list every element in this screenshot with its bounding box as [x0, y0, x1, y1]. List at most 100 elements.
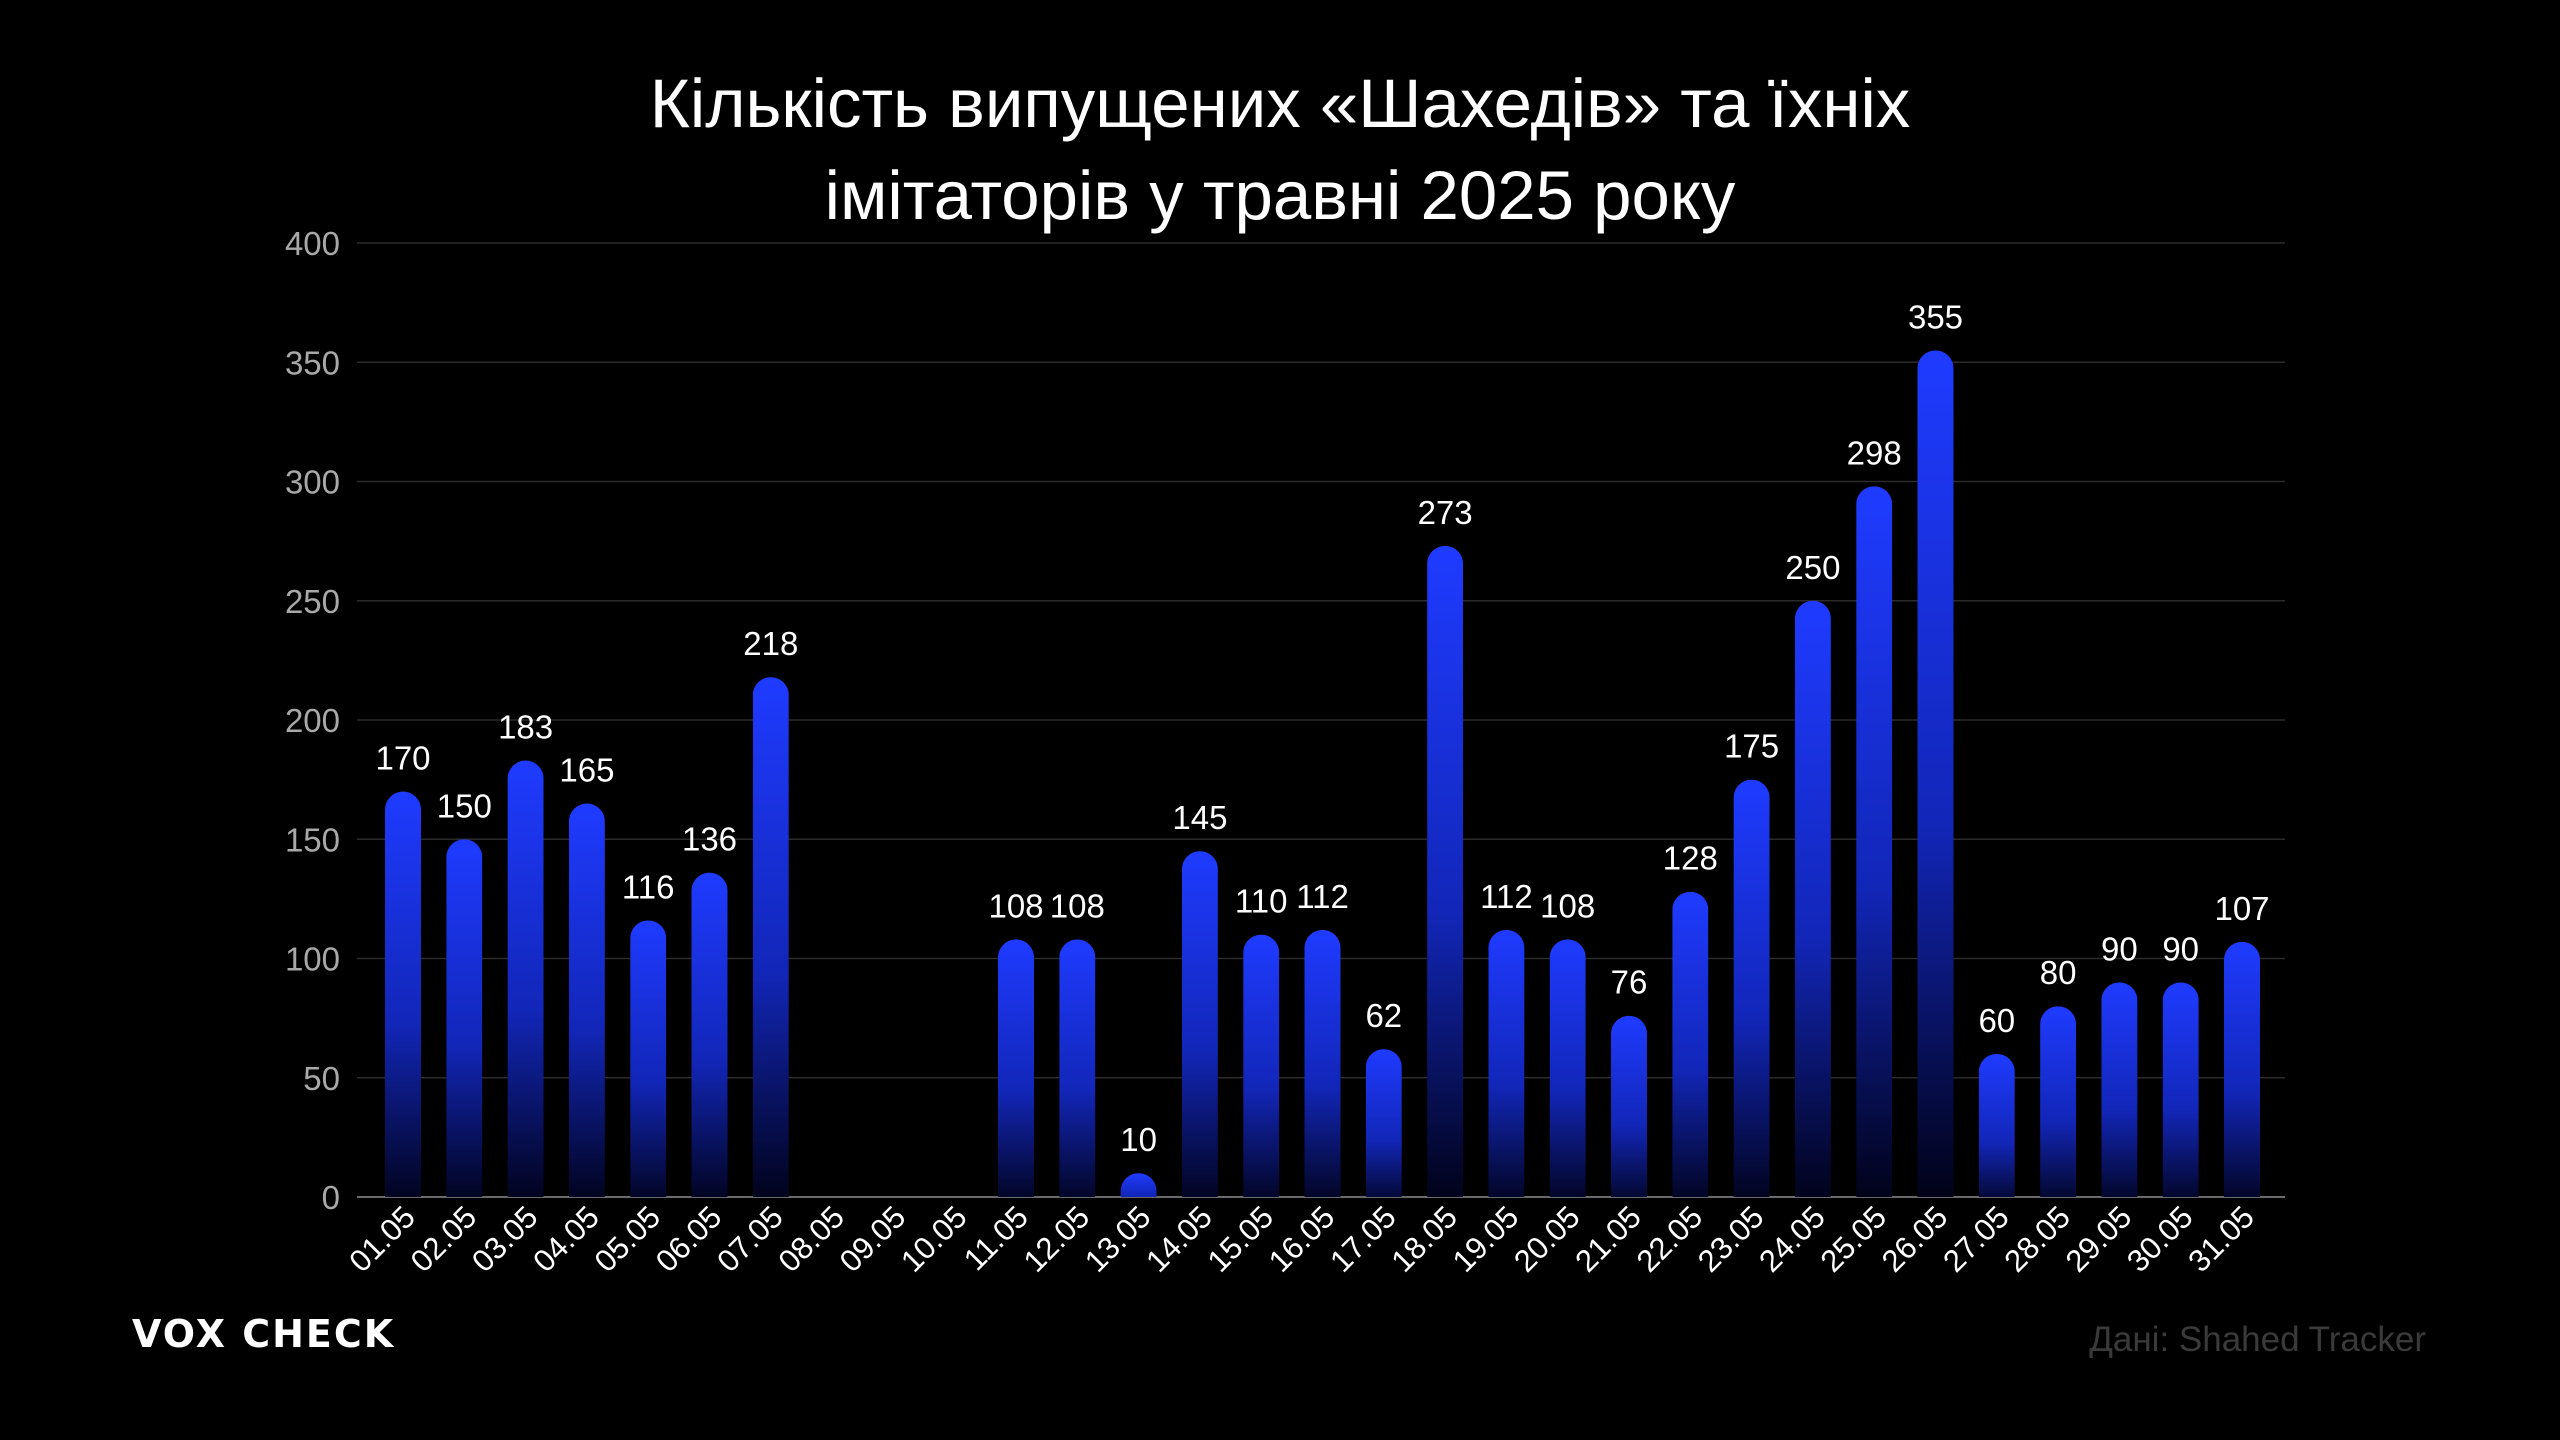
x-axis-ticks: 01.0502.0503.0504.0505.0506.0507.0508.05…	[342, 1199, 2261, 1279]
x-tick-label-18.05: 18.05	[1384, 1199, 1464, 1279]
y-tick-label: 350	[285, 344, 340, 381]
vox-check-logo: VOX CHECK	[132, 1312, 396, 1356]
data-label-29.05: 90	[2101, 930, 2138, 967]
data-label-20.05: 108	[1540, 887, 1595, 924]
y-axis-ticks: 0 50 100 150 200 250 300 350 400	[285, 225, 340, 1216]
data-label-27.05: 60	[1978, 1002, 2015, 1039]
data-label-21.05: 76	[1611, 964, 1648, 1001]
data-label-04.05: 165	[559, 751, 614, 788]
x-tick-label-16.05: 16.05	[1262, 1199, 1342, 1279]
data-label-13.05: 10	[1120, 1121, 1157, 1158]
source-note: Дані: Shahed Tracker	[2089, 1320, 2426, 1359]
data-label-17.05: 62	[1365, 997, 1402, 1034]
x-tick-label-05.05: 05.05	[588, 1199, 668, 1279]
y-tick-label: 50	[303, 1060, 340, 1097]
y-tick-label: 0	[322, 1179, 340, 1216]
bar-21.05	[1611, 1016, 1647, 1215]
x-tick-label-31.05: 31.05	[2181, 1199, 2261, 1279]
bar-22.05	[1672, 892, 1708, 1215]
x-tick-label-26.05: 26.05	[1875, 1199, 1955, 1279]
data-label-01.05: 170	[375, 740, 430, 777]
bar-28.05	[2040, 1006, 2076, 1215]
x-tick-label-04.05: 04.05	[526, 1199, 606, 1279]
data-label-12.05: 108	[1050, 887, 1105, 924]
bar-25.05	[1856, 486, 1892, 1215]
bar-14.05	[1182, 851, 1218, 1215]
bar-05.05	[630, 920, 666, 1215]
y-tick-label: 400	[285, 225, 340, 262]
bar-26.05	[1918, 350, 1954, 1215]
x-tick-label-17.05: 17.05	[1323, 1199, 1403, 1279]
x-tick-label-21.05: 21.05	[1568, 1199, 1648, 1279]
data-label-02.05: 150	[437, 787, 492, 824]
y-tick-label: 250	[285, 583, 340, 620]
x-tick-label-29.05: 29.05	[2059, 1199, 2139, 1279]
data-label-18.05: 273	[1418, 494, 1473, 531]
bar-29.05	[2101, 982, 2137, 1215]
data-label-06.05: 136	[682, 821, 737, 858]
data-label-28.05: 80	[2040, 954, 2077, 991]
grid-lines	[357, 242, 2285, 1198]
bar-20.05	[1550, 939, 1586, 1215]
x-tick-label-06.05: 06.05	[649, 1199, 729, 1279]
bar-18.05	[1427, 546, 1463, 1215]
x-tick-label-30.05: 30.05	[2120, 1199, 2200, 1279]
x-tick-label-28.05: 28.05	[1997, 1199, 2077, 1279]
bar-16.05	[1305, 930, 1341, 1215]
bar-19.05	[1488, 930, 1524, 1215]
x-tick-label-01.05: 01.05	[342, 1199, 422, 1279]
data-label-14.05: 145	[1172, 799, 1227, 836]
bar-02.05	[446, 839, 482, 1215]
bar-11.05	[998, 939, 1034, 1215]
bar-30.05	[2163, 982, 2199, 1215]
bar-01.05	[385, 792, 421, 1215]
x-tick-label-22.05: 22.05	[1630, 1199, 1710, 1279]
bar-12.05	[1059, 939, 1095, 1215]
bar-31.05	[2224, 942, 2260, 1215]
x-tick-label-15.05: 15.05	[1201, 1199, 1281, 1279]
bar-06.05	[692, 873, 728, 1215]
data-label-24.05: 250	[1785, 549, 1840, 586]
bar-17.05	[1366, 1049, 1402, 1215]
y-tick-label: 100	[285, 941, 340, 978]
x-tick-label-23.05: 23.05	[1691, 1199, 1771, 1279]
data-label-05.05: 116	[622, 868, 675, 905]
x-tick-label-02.05: 02.05	[404, 1199, 484, 1279]
y-tick-label: 200	[285, 702, 340, 739]
data-label-07.05: 218	[743, 625, 798, 662]
chart-title: Кількість випущених «Шахедів» та їхніх і…	[0, 58, 2560, 242]
bars	[385, 350, 2260, 1215]
x-tick-label-20.05: 20.05	[1507, 1199, 1587, 1279]
data-label-26.05: 355	[1908, 298, 1963, 335]
x-tick-label-11.05: 11.05	[957, 1199, 1035, 1277]
x-tick-label-25.05: 25.05	[1814, 1199, 1894, 1279]
data-label-16.05: 112	[1296, 878, 1349, 915]
bar-03.05	[508, 761, 544, 1215]
bar-23.05	[1734, 780, 1770, 1215]
bar-27.05	[1979, 1054, 2015, 1215]
x-tick-label-27.05: 27.05	[1936, 1199, 2016, 1279]
x-tick-label-13.05: 13.05	[1078, 1199, 1158, 1279]
x-tick-label-10.05: 10.05	[894, 1199, 974, 1279]
data-label-11.05: 108	[988, 887, 1043, 924]
chart-title-line-1: Кількість випущених «Шахедів» та їхніх	[649, 65, 1911, 142]
bar-15.05	[1243, 935, 1279, 1215]
y-tick-label: 300	[285, 464, 340, 501]
bar-04.05	[569, 803, 605, 1215]
x-tick-label-03.05: 03.05	[465, 1199, 545, 1279]
x-tick-label-24.05: 24.05	[1752, 1199, 1832, 1279]
data-label-31.05: 107	[2214, 890, 2269, 927]
data-label-19.05: 112	[1480, 878, 1533, 915]
data-label-30.05: 90	[2162, 930, 2199, 967]
data-label-03.05: 183	[498, 709, 553, 746]
data-label-15.05: 110	[1235, 883, 1288, 920]
bar-07.05	[753, 677, 789, 1215]
x-tick-label-07.05: 07.05	[710, 1199, 790, 1279]
x-tick-label-09.05: 09.05	[833, 1199, 913, 1279]
data-label-22.05: 128	[1663, 840, 1718, 877]
x-tick-label-12.05: 12.05	[1017, 1199, 1097, 1279]
x-tick-label-19.05: 19.05	[1446, 1199, 1526, 1279]
chart-title-line-2: імітаторів у травні 2025 року	[824, 157, 1736, 234]
